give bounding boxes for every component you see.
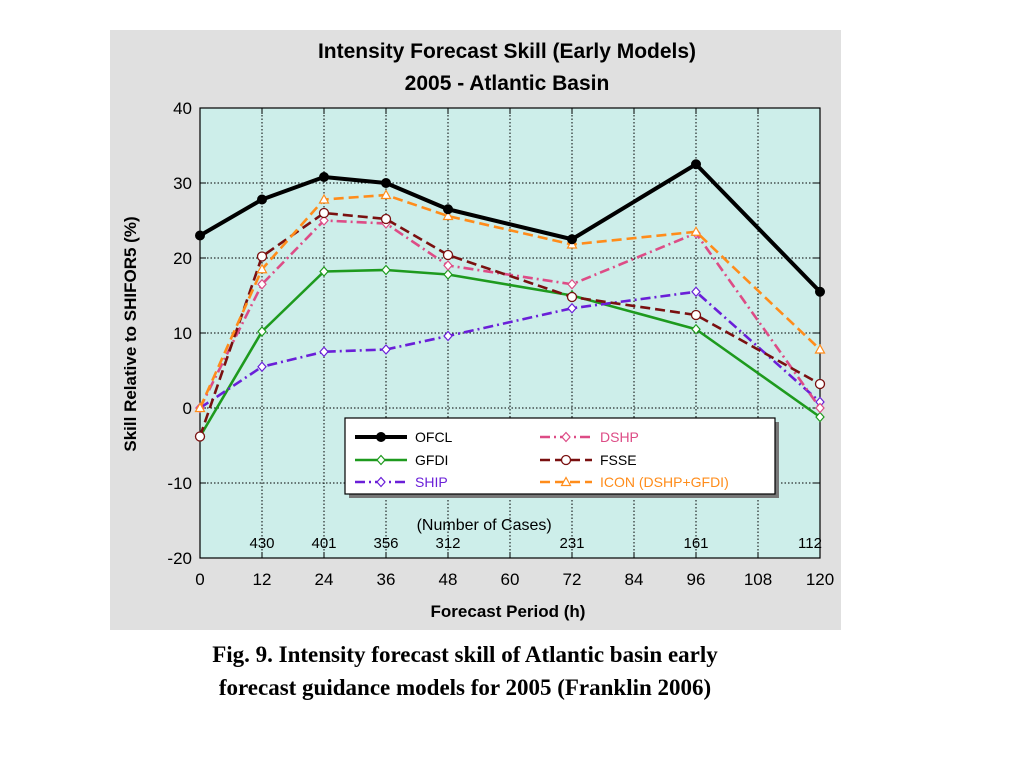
x-tick-label: 0	[195, 570, 204, 589]
data-point-fsse	[442, 249, 454, 261]
chart-subtitle: 2005 - Atlantic Basin	[405, 72, 610, 95]
data-point-fsse	[814, 378, 826, 390]
intensity-skill-chart: Intensity Forecast Skill (Early Models) …	[121, 40, 834, 621]
data-point-fsse	[194, 431, 206, 442]
data-point-icon-dshp-gfdi	[690, 226, 702, 236]
data-point-gfdi	[443, 269, 453, 280]
y-axis-label: Skill Relative to SHIFOR5 (%)	[121, 216, 140, 451]
data-point-ship	[381, 344, 391, 355]
data-point-ofcl	[257, 194, 267, 205]
legend-marker-ofcl	[376, 432, 386, 442]
y-tick-label: 0	[183, 399, 192, 418]
data-point-icon-dshp-gfdi	[380, 189, 392, 200]
plot-frame	[199, 107, 821, 559]
x-tick-label: 84	[625, 570, 644, 589]
x-tick-label: 60	[501, 570, 520, 589]
data-point-ship	[567, 302, 577, 314]
legend-marker-ship	[376, 476, 386, 488]
data-point-gfdi	[691, 323, 701, 335]
legend-marker-dshp	[561, 431, 571, 443]
x-tick-label: 72	[563, 570, 582, 589]
data-point-ofcl	[319, 172, 329, 182]
data-point-ofcl	[443, 204, 453, 215]
data-point-icon-dshp-gfdi	[318, 193, 330, 204]
data-point-ship	[319, 346, 329, 358]
data-point-fsse	[690, 309, 702, 321]
data-point-icon-dshp-gfdi	[442, 210, 454, 221]
case-count-label: 430	[249, 535, 274, 552]
legend-marker-fsse	[560, 454, 572, 466]
y-tick-label: 40	[173, 99, 192, 118]
data-point-ship	[257, 361, 267, 373]
legend-marker-gfdi	[376, 454, 386, 466]
data-point-gfdi	[381, 264, 391, 276]
data-point-dshp	[815, 402, 825, 414]
data-point-ofcl	[195, 230, 205, 241]
legend-label-ship: SHIP	[415, 474, 448, 490]
case-count-label: 231	[559, 535, 584, 552]
data-point-gfdi	[319, 266, 329, 277]
data-point-ofcl	[815, 286, 825, 297]
data-point-fsse	[566, 291, 578, 303]
data-point-dshp	[567, 278, 577, 290]
legend-label-ofcl: OFCL	[415, 429, 453, 445]
case-count-label: 161	[683, 535, 708, 552]
data-point-dshp	[319, 215, 329, 226]
legend-label-dshp: DSHP	[600, 429, 639, 445]
chart-title: Intensity Forecast Skill (Early Models)	[318, 40, 696, 63]
x-tick-label: 120	[806, 570, 834, 589]
case-count-label: 401	[311, 535, 336, 552]
x-tick-label: 12	[253, 570, 272, 589]
data-point-ship	[691, 286, 701, 298]
data-point-gfdi	[257, 326, 267, 337]
y-tick-label: 30	[173, 174, 192, 193]
caption-line-2: forecast guidance models for 2005 (Frank…	[218, 675, 712, 700]
x-tick-label: 108	[744, 570, 772, 589]
case-count-label: 312	[435, 535, 460, 552]
data-point-ofcl	[691, 159, 701, 170]
data-point-icon-dshp-gfdi	[256, 263, 268, 274]
series-line-ship	[199, 290, 821, 410]
cases-caption: (Number of Cases)	[417, 517, 552, 534]
y-tick-label: -10	[167, 474, 192, 493]
figure-caption: Fig. 9. Intensity forecast skill of Atla…	[100, 638, 830, 704]
series-line-fsse	[198, 211, 821, 437]
data-point-icon-dshp-gfdi	[194, 402, 206, 413]
data-point-gfdi	[815, 411, 825, 423]
series-line-icon-dshp-gfdi	[198, 193, 821, 409]
data-point-fsse	[380, 213, 392, 225]
data-point-ofcl	[381, 178, 391, 188]
x-tick-label: 48	[439, 570, 458, 589]
x-tick-label: 36	[377, 570, 396, 589]
case-count-label: 112	[798, 535, 822, 552]
data-point-ship	[443, 330, 453, 342]
data-point-fsse	[318, 207, 330, 219]
series-line-ofcl	[198, 162, 822, 294]
series-line-dshp	[198, 219, 822, 409]
caption-line-1: Fig. 9. Intensity forecast skill of Atla…	[212, 642, 718, 667]
case-count-label: 356	[373, 535, 398, 552]
data-point-dshp	[257, 278, 267, 290]
chart-panel: Intensity Forecast Skill (Early Models) …	[110, 30, 841, 630]
x-tick-label: 96	[687, 570, 706, 589]
data-point-icon-dshp-gfdi	[814, 343, 826, 354]
y-tick-label: -20	[167, 549, 192, 568]
data-point-ofcl	[567, 234, 577, 245]
legend-label-fsse: FSSE	[600, 452, 637, 468]
y-tick-label: 10	[173, 324, 192, 343]
y-tick-label: 20	[173, 249, 192, 268]
x-tick-label: 24	[315, 570, 334, 589]
data-point-fsse	[256, 251, 268, 262]
legend-label-icon-dshp-gfdi: ICON (DSHP+GFDI)	[600, 474, 729, 490]
data-point-dshp	[443, 260, 453, 271]
legend-marker-icon-dshp-gfdi	[560, 476, 572, 487]
legend-label-gfdi: GFDI	[415, 452, 448, 468]
series-line-gfdi	[198, 268, 821, 438]
x-axis-label: Forecast Period (h)	[431, 602, 586, 621]
